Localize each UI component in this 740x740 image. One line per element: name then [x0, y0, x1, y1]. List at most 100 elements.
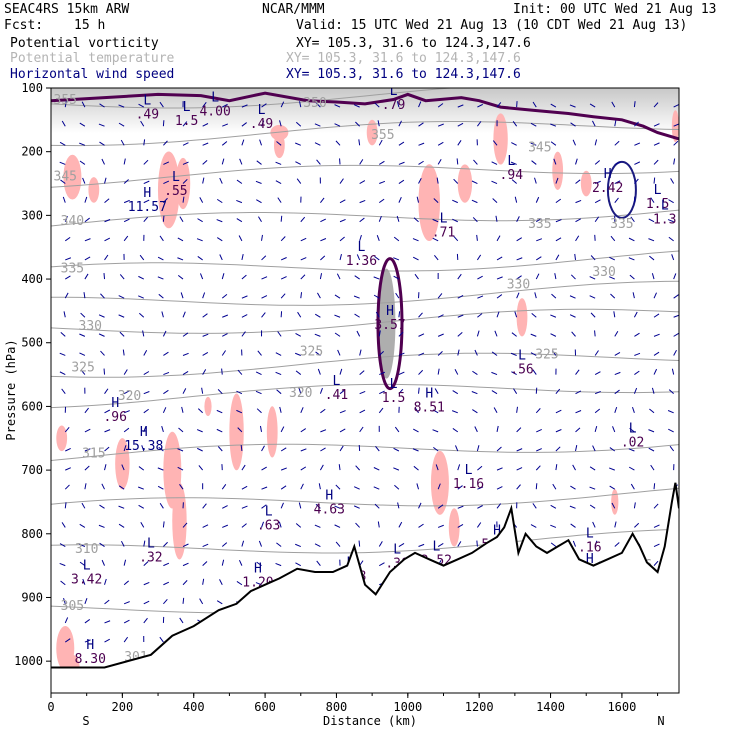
field-pv-xy: XY= 105.3, 31.6 to 124.3,147.6 — [296, 36, 531, 51]
wind-arrow — [457, 104, 464, 108]
wind-arrow — [123, 445, 127, 452]
wind-arrow — [378, 198, 385, 204]
wind-arrow — [118, 505, 125, 509]
wind-arrow — [377, 521, 380, 528]
wind-arrow — [454, 369, 459, 375]
wind-arrow — [594, 425, 598, 433]
wind-arrow — [59, 141, 66, 146]
wind-arrow — [398, 331, 404, 337]
wind-arrow — [355, 121, 361, 127]
wind-arrow — [138, 504, 145, 509]
wind-arrow — [337, 349, 341, 356]
wind-arrow — [182, 332, 189, 337]
wind-arrow — [609, 485, 616, 490]
wind-arrow — [377, 120, 380, 127]
wind-arrow — [199, 197, 204, 203]
wind-arrow — [398, 120, 402, 127]
wind-arrow — [238, 235, 243, 242]
wind-arrow — [84, 598, 88, 605]
wind-arrow — [221, 141, 228, 146]
wind-arrow — [202, 578, 205, 585]
wind-arrow — [516, 275, 522, 280]
field-theta-name: Potential temperature — [10, 51, 175, 66]
wind-arrow — [177, 237, 184, 242]
wind-arrow — [634, 370, 640, 375]
wind-arrow — [477, 103, 483, 108]
extremum-type: L — [183, 100, 191, 115]
wind-arrow — [673, 314, 679, 318]
wind-arrow — [202, 369, 207, 375]
wind-arrow — [571, 331, 576, 337]
wind-arrow — [319, 387, 323, 394]
y-tick-label: 400 — [21, 272, 43, 286]
wind-arrow — [334, 104, 341, 108]
wind-arrow — [104, 578, 107, 585]
wind-arrow — [413, 217, 419, 223]
wind-arrow — [491, 161, 498, 165]
wind-arrow — [356, 330, 361, 337]
wind-arrow — [295, 543, 301, 547]
wind-arrow — [359, 409, 366, 414]
wind-arrow — [668, 428, 674, 433]
wind-arrow — [104, 638, 111, 643]
wind-arrow — [476, 254, 482, 261]
wind-arrow — [300, 237, 307, 242]
wind-arrow — [634, 121, 639, 127]
wind-arrow — [496, 486, 503, 490]
wind-arrow — [216, 237, 223, 242]
wind-arrow — [457, 464, 461, 471]
wind-arrow — [320, 429, 327, 433]
wind-arrow — [452, 218, 458, 223]
wind-arrow — [594, 216, 600, 223]
theta-label: 345 — [54, 169, 77, 184]
wind-arrow — [535, 273, 540, 280]
wind-arrow — [555, 254, 560, 261]
wind-arrow — [65, 275, 71, 280]
wind-arrow — [413, 428, 419, 433]
wind-arrow — [182, 161, 189, 165]
wind-arrow — [569, 295, 576, 299]
wind-arrow — [123, 580, 130, 586]
wind-arrow — [179, 484, 184, 490]
extremum-value: 8.51 — [414, 401, 445, 416]
wind-arrow — [280, 293, 286, 299]
theta-label: 310 — [75, 542, 98, 557]
wind-arrow — [122, 349, 125, 356]
wind-arrow — [493, 407, 498, 414]
wind-arrow — [379, 180, 386, 184]
wind-arrow — [359, 217, 365, 223]
wind-arrow — [413, 465, 419, 471]
wind-arrow — [216, 409, 223, 414]
wind-arrow — [476, 121, 482, 127]
theta-isentrope — [51, 308, 679, 334]
wind-arrow — [82, 578, 86, 585]
wind-arrow — [374, 102, 380, 108]
wind-arrow — [516, 292, 520, 299]
wind-arrow — [100, 350, 105, 356]
wind-arrow — [61, 120, 66, 127]
wind-arrow — [552, 483, 557, 490]
wind-arrow — [477, 486, 484, 490]
wind-arrow — [648, 238, 655, 242]
wind-arrow — [473, 159, 478, 165]
wind-arrow — [239, 158, 243, 165]
wind-arrow — [516, 257, 523, 261]
terrain-line — [51, 482, 679, 669]
wind-arrow — [491, 390, 498, 395]
theta-label: 330 — [592, 265, 615, 280]
wind-arrow — [138, 103, 145, 108]
wind-arrow — [60, 580, 66, 586]
wind-arrow — [516, 427, 522, 433]
wind-arrow — [143, 180, 150, 184]
wind-arrow — [159, 503, 164, 509]
wind-arrow — [143, 199, 150, 204]
wind-arrow — [276, 542, 282, 547]
wind-arrow — [359, 234, 362, 241]
wind-arrow — [241, 253, 244, 261]
wind-arrow — [163, 180, 170, 184]
wind-arrow — [64, 638, 71, 643]
wind-arrow — [412, 238, 419, 242]
wind-arrow — [418, 502, 422, 509]
extremum-type: L — [258, 103, 266, 118]
wind-arrow — [610, 293, 616, 299]
